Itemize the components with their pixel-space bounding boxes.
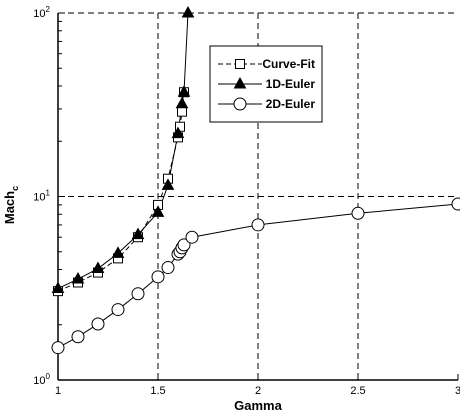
data-point-2d-euler	[71, 330, 85, 344]
data-point-2d-euler	[51, 341, 65, 355]
y-axis-title-main: Mach	[2, 191, 17, 224]
data-point-1d-euler	[111, 246, 125, 258]
legend-label-1d-euler: 1D-Euler	[266, 77, 316, 91]
data-point-2d-euler	[131, 287, 145, 301]
data-point-curve-fit	[177, 106, 187, 117]
data-point-1d-euler	[181, 5, 195, 18]
legend-marker-curve-fit	[235, 59, 245, 69]
data-point-2d-euler	[451, 197, 460, 211]
data-point-2d-euler	[251, 218, 265, 232]
x-tick-label: 2.5	[350, 385, 365, 397]
legend-marker-2d-euler	[233, 97, 247, 111]
x-tick-label: 1.5	[150, 385, 165, 397]
data-point-1d-euler	[175, 96, 189, 109]
y-tick-label: 102	[33, 5, 50, 20]
data-point-1d-euler	[131, 227, 145, 240]
data-point-1d-euler	[177, 85, 191, 97]
legend-label-curve-fit: Curve-Fit	[262, 57, 315, 71]
data-point-2d-euler	[91, 317, 105, 331]
legend: Curve-Fit 1D-Euler 2D-Euler	[209, 45, 323, 123]
x-tick-label: 1	[55, 385, 61, 397]
data-point-2d-euler	[151, 270, 165, 284]
data-point-2d-euler	[177, 238, 191, 252]
data-point-1d-euler	[91, 261, 105, 274]
data-point-1d-euler	[171, 126, 185, 139]
y-axis-title: Machc	[2, 186, 20, 224]
x-tick-label: 2	[255, 385, 261, 397]
data-point-2d-euler	[351, 206, 365, 220]
data-point-1d-euler	[71, 271, 85, 284]
legend-label-2d-euler: 2D-Euler	[266, 97, 316, 111]
data-point-2d-euler	[111, 303, 125, 317]
x-tick-label: 3	[455, 385, 460, 397]
data-point-1d-euler	[161, 178, 175, 190]
data-point-2d-euler	[161, 261, 175, 275]
y-axis-title-subscript: c	[10, 186, 20, 191]
legend-marker-1d-euler	[233, 76, 247, 89]
data-point-2d-euler	[185, 230, 199, 244]
y-tick-label: 100	[33, 372, 50, 387]
y-tick-label: 101	[33, 189, 50, 204]
data-point-1d-euler	[51, 281, 65, 294]
x-axis-title: Gamma	[234, 398, 282, 413]
series-line-curve-fit	[57, 92, 185, 292]
data-point-1d-euler	[151, 205, 165, 217]
